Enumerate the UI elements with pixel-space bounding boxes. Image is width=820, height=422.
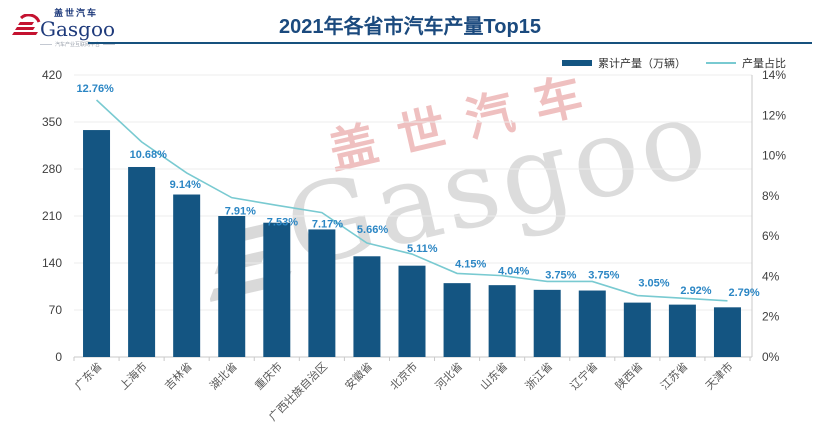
page-title: 2021年各省市汽车产量Top15 bbox=[279, 16, 541, 38]
bar bbox=[308, 229, 336, 357]
x-category-label: 辽宁省 bbox=[567, 359, 600, 392]
right-axis-tick-label: 8% bbox=[762, 189, 780, 203]
legend-item-production: 累计产量（万辆） bbox=[562, 55, 686, 71]
left-axis-tick-label: 210 bbox=[42, 209, 62, 223]
legend-label-share: 产量占比 bbox=[742, 58, 786, 70]
line-data-label: 5.66% bbox=[357, 224, 388, 236]
right-axis-tick-label: 14% bbox=[762, 68, 786, 82]
line-data-label: 4.15% bbox=[455, 258, 486, 270]
chart-legend: 累计产量（万辆） 产量占比 bbox=[562, 55, 786, 71]
line-series bbox=[95, 99, 728, 302]
line-data-label: 7.91% bbox=[225, 206, 256, 218]
x-category-label: 湖北省 bbox=[207, 360, 240, 393]
bar bbox=[128, 166, 156, 357]
line-data-label: 2.79% bbox=[728, 287, 759, 299]
line-data-label: 3.05% bbox=[638, 278, 669, 290]
logo-tagline: 汽车产业互联网平台 bbox=[40, 41, 116, 48]
bar bbox=[263, 222, 291, 357]
right-axis-tick-label: 6% bbox=[762, 229, 780, 243]
left-axis-tick-label: 140 bbox=[42, 256, 62, 270]
logo-brand-en: Gasgoo bbox=[40, 17, 116, 41]
tagline-text: 汽车产业互联网平台 bbox=[55, 42, 101, 48]
line-data-label: 10.68% bbox=[130, 149, 168, 161]
left-axis-tick-label: 70 bbox=[49, 303, 63, 317]
x-category-label: 河北省 bbox=[433, 360, 466, 393]
right-axis-tick-label: 4% bbox=[762, 269, 780, 283]
x-category-label: 广东省 bbox=[72, 360, 105, 393]
line-data-label: 9.14% bbox=[170, 179, 201, 191]
line-data-label: 3.75% bbox=[545, 269, 576, 281]
left-axis-tick-label: 280 bbox=[42, 162, 62, 176]
x-category-label: 安徽省 bbox=[342, 359, 375, 392]
line-data-label: 3.75% bbox=[588, 269, 619, 281]
bar bbox=[713, 307, 741, 357]
x-category-label: 江苏省 bbox=[658, 360, 691, 393]
bar bbox=[488, 285, 516, 357]
x-category-label: 陕西省 bbox=[612, 359, 645, 392]
right-axis-tick-label: 0% bbox=[762, 350, 780, 364]
line-data-label: 4.04% bbox=[498, 266, 529, 278]
bar bbox=[398, 265, 426, 357]
right-axis-tick-label: 12% bbox=[762, 108, 786, 122]
x-category-label: 上海市 bbox=[116, 359, 149, 392]
left-axis-tick-label: 350 bbox=[42, 115, 62, 129]
right-axis-tick-label: 2% bbox=[762, 310, 780, 324]
left-axis-tick-label: 0 bbox=[55, 350, 62, 364]
x-category-label: 北京市 bbox=[387, 359, 420, 392]
header-divider bbox=[88, 42, 812, 44]
legend-line-swatch bbox=[706, 62, 736, 64]
tagline-dash-right bbox=[103, 44, 116, 45]
line-data-label: 12.76% bbox=[77, 83, 115, 95]
x-category-label: 山东省 bbox=[478, 360, 511, 393]
bar bbox=[173, 194, 201, 357]
logo-brand-cn: 盖世汽车 bbox=[54, 8, 99, 18]
left-axis-tick-label: 420 bbox=[42, 68, 62, 82]
gasgoo-logo-icon bbox=[12, 14, 41, 35]
line-data-label: 2.92% bbox=[680, 285, 711, 297]
bar bbox=[533, 289, 561, 357]
bar bbox=[623, 302, 651, 357]
legend-label-production: 累计产量（万辆） bbox=[598, 58, 686, 70]
bar bbox=[443, 283, 471, 357]
x-category-label: 天津市 bbox=[702, 359, 735, 392]
logo-text-block: 盖世汽车 Gasgoo 汽车产业互联网平台 bbox=[40, 6, 116, 48]
line-data-label: 5.11% bbox=[407, 243, 438, 255]
line-data-label: 7.17% bbox=[312, 219, 343, 231]
x-category-label: 吉林省 bbox=[162, 359, 195, 392]
legend-bar-swatch bbox=[562, 60, 592, 66]
bar bbox=[218, 216, 246, 357]
line-data-label: 7.53% bbox=[267, 216, 298, 228]
tagline-dash-left bbox=[40, 44, 53, 45]
bar bbox=[668, 304, 696, 357]
bar bbox=[578, 290, 606, 357]
right-axis-tick-label: 10% bbox=[762, 149, 786, 163]
x-category-label: 浙江省 bbox=[523, 360, 556, 393]
x-category-label: 重庆市 bbox=[252, 359, 285, 392]
bar bbox=[353, 256, 381, 357]
gasgoo-logo: 盖世汽车 Gasgoo 汽车产业互联网平台 bbox=[12, 6, 116, 48]
bar bbox=[83, 130, 111, 357]
legend-item-share: 产量占比 bbox=[706, 55, 786, 71]
